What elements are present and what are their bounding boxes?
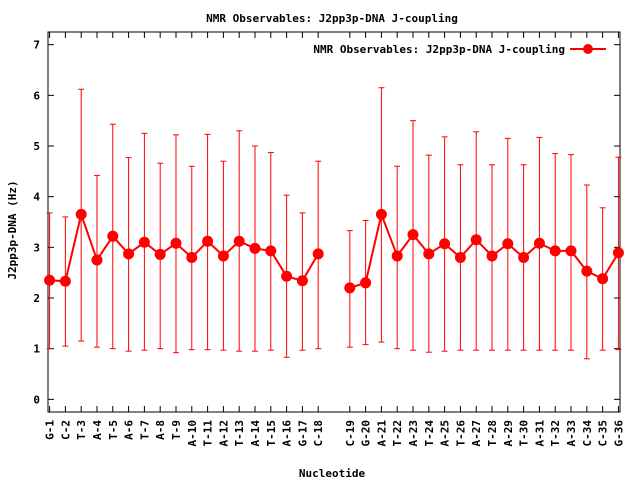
data-point bbox=[138, 236, 150, 248]
plot-frame bbox=[47, 31, 621, 413]
data-point bbox=[423, 248, 435, 260]
x-tick-label: T-28 bbox=[486, 420, 499, 447]
y-tick-label: 5 bbox=[33, 140, 40, 153]
y-tick-label: 1 bbox=[33, 343, 40, 356]
x-tick-label: A-16 bbox=[281, 420, 294, 447]
x-tick-label: A-8 bbox=[154, 420, 167, 440]
chart-title: NMR Observables: J2pp3p-DNA J-coupling bbox=[206, 12, 458, 25]
x-tick-label: G-36 bbox=[612, 420, 625, 447]
data-point bbox=[59, 275, 71, 287]
data-point bbox=[470, 234, 482, 246]
x-tick-label: T-3 bbox=[75, 420, 88, 440]
x-tick-label: A-12 bbox=[217, 420, 230, 447]
data-point bbox=[312, 248, 324, 260]
x-tick-label: C-2 bbox=[59, 420, 72, 440]
x-tick-label: A-23 bbox=[407, 420, 420, 447]
y-tick-label: 3 bbox=[33, 241, 40, 254]
x-tick-label: A-10 bbox=[186, 420, 199, 447]
data-point bbox=[44, 274, 56, 286]
data-point bbox=[154, 248, 166, 260]
data-point bbox=[518, 251, 530, 263]
data-point bbox=[170, 237, 182, 249]
x-tick-label: A-14 bbox=[249, 420, 262, 447]
x-tick-label: A-6 bbox=[123, 420, 136, 440]
x-tick-label: T-30 bbox=[518, 420, 531, 447]
y-axis-label: J2pp3p-DNA (Hz) bbox=[6, 180, 19, 279]
y-tick-label: 6 bbox=[33, 89, 40, 102]
data-point bbox=[217, 250, 229, 262]
y-tick-label: 2 bbox=[33, 292, 40, 305]
data-point bbox=[360, 277, 372, 289]
x-tick-label: A-27 bbox=[470, 420, 483, 447]
x-tick-label: T-22 bbox=[391, 420, 404, 447]
data-point bbox=[107, 230, 119, 242]
x-tick-label: T-24 bbox=[423, 420, 436, 447]
series-line bbox=[349, 210, 620, 289]
data-point bbox=[391, 250, 403, 262]
x-tick-label: T-11 bbox=[202, 420, 215, 447]
x-tick-label: A-25 bbox=[439, 420, 452, 447]
x-tick-label: C-34 bbox=[581, 420, 594, 447]
legend: NMR Observables: J2pp3p-DNA J-coupling bbox=[313, 43, 606, 56]
data-point bbox=[486, 250, 498, 262]
data-point bbox=[249, 242, 261, 254]
y-tick-label: 0 bbox=[33, 393, 40, 406]
y-tick-label: 7 bbox=[33, 39, 40, 52]
x-tick-label: T-13 bbox=[233, 420, 246, 447]
data-point bbox=[375, 208, 387, 220]
data-point bbox=[549, 245, 561, 257]
data-point bbox=[75, 208, 87, 220]
x-tick-label: C-19 bbox=[344, 420, 357, 447]
x-tick-label: T-7 bbox=[138, 420, 151, 440]
data-point bbox=[296, 275, 308, 287]
data-point bbox=[581, 265, 593, 277]
y-tick-label: 4 bbox=[33, 191, 40, 204]
series-line bbox=[49, 210, 320, 283]
x-tick-label: G-17 bbox=[296, 420, 309, 447]
legend-label: NMR Observables: J2pp3p-DNA J-coupling bbox=[313, 43, 565, 56]
data-point bbox=[597, 273, 609, 285]
data-point bbox=[233, 235, 245, 247]
x-tick-label: T-32 bbox=[549, 420, 562, 447]
legend-marker bbox=[583, 44, 593, 54]
data-point bbox=[502, 238, 514, 250]
data-point bbox=[91, 254, 103, 266]
x-tick-label: A-21 bbox=[375, 420, 388, 447]
x-tick-label: C-35 bbox=[597, 420, 610, 447]
x-tick-label: T-9 bbox=[170, 420, 183, 440]
data-point bbox=[407, 229, 419, 241]
data-point bbox=[454, 251, 466, 263]
x-tick-label: T-26 bbox=[454, 420, 467, 447]
data-point bbox=[202, 235, 214, 247]
data-point bbox=[265, 245, 277, 257]
data-point bbox=[186, 251, 198, 263]
data-point bbox=[533, 237, 545, 249]
data-point bbox=[344, 282, 356, 294]
x-tick-label: A-33 bbox=[565, 420, 578, 447]
x-axis-label: Nucleotide bbox=[299, 467, 366, 480]
x-tick-label: G-1 bbox=[44, 420, 57, 440]
x-tick-label: G-20 bbox=[360, 420, 373, 447]
data-point bbox=[439, 238, 451, 250]
data-point bbox=[281, 270, 293, 282]
data-point bbox=[565, 245, 577, 257]
data-point bbox=[612, 247, 624, 259]
x-tick-label: A-4 bbox=[91, 420, 104, 440]
x-tick-label: A-29 bbox=[502, 420, 515, 447]
x-tick-label: A-31 bbox=[533, 420, 546, 447]
x-tick-label: T-15 bbox=[265, 420, 278, 447]
x-tick-label: C-18 bbox=[312, 420, 325, 447]
x-tick-label: T-5 bbox=[107, 420, 120, 440]
data-point bbox=[123, 248, 135, 260]
